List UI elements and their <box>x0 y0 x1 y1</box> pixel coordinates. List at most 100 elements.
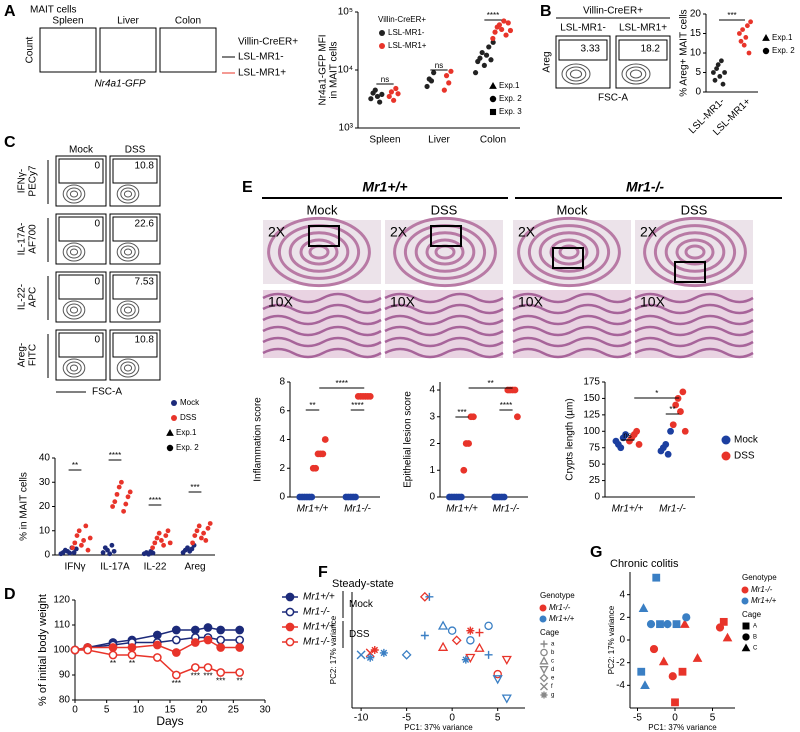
gate-value: 0 <box>94 277 100 288</box>
x-tick-label: -5 <box>402 713 411 724</box>
magnification: 2X <box>268 224 286 240</box>
legend-label: Exp. 2 <box>176 443 199 452</box>
flow-contour <box>123 248 133 256</box>
flow-contour <box>123 364 133 372</box>
legend-symbol <box>166 444 174 452</box>
x-tick-label: IL-17A <box>100 562 130 573</box>
legend-label: Exp.1 <box>499 81 520 90</box>
annotation: ** <box>237 677 243 686</box>
legend-label: Mock <box>180 398 200 407</box>
flow-contour <box>62 184 86 204</box>
data-point <box>483 52 490 58</box>
chart-title: Steady-state <box>332 578 394 590</box>
flow-gate <box>58 158 104 184</box>
legend-label: Mr1+/+ <box>303 592 335 603</box>
tissue-fold <box>384 314 504 326</box>
legend-symbol <box>742 633 750 641</box>
x-tick-label: Mr1+/+ <box>297 504 329 515</box>
significance-label: **** <box>109 451 121 460</box>
data-point <box>419 591 430 602</box>
data-point <box>190 540 196 546</box>
data-point <box>743 35 749 40</box>
panel-label: E <box>242 179 253 196</box>
x-tick-label: Spleen <box>369 135 400 146</box>
legend-symbol <box>285 622 295 632</box>
legend-symbol <box>379 30 385 36</box>
data-point <box>127 489 133 495</box>
legend-symbol <box>540 691 548 699</box>
flow-gate <box>112 332 158 358</box>
significance-label: *** <box>727 11 736 20</box>
data-point <box>171 670 181 680</box>
legend-label: LSL-MR1+ <box>388 41 427 50</box>
data-point <box>163 533 169 538</box>
data-point <box>505 20 511 26</box>
data-point <box>216 635 226 645</box>
data-point <box>662 441 670 448</box>
data-point <box>73 546 79 552</box>
data-point <box>203 538 209 543</box>
data-point <box>458 493 465 501</box>
flow-contour <box>120 187 136 201</box>
column-label: LSL-MR1+ <box>619 23 667 34</box>
flow-frame <box>109 155 161 207</box>
legend-symbol <box>285 592 295 602</box>
significance-label: ** <box>669 405 675 414</box>
x-tick-label: 25 <box>228 705 240 716</box>
data-point <box>717 74 723 79</box>
data-point <box>672 620 681 629</box>
legend-label: d <box>551 667 554 673</box>
x-axis-label: PC1: 37% variance <box>404 723 473 732</box>
flow-frame <box>55 155 107 207</box>
legend-label: LSL-MR1+ <box>238 68 286 79</box>
data-point <box>720 81 726 87</box>
flow-contour <box>120 245 136 259</box>
tissue-spiral <box>643 216 747 288</box>
flow-contour <box>569 69 583 79</box>
gate-value: 3.33 <box>581 44 601 55</box>
group-label: DSS <box>349 629 370 640</box>
data-point <box>235 635 245 645</box>
y-tick-label: 0 <box>429 492 435 503</box>
y-tick-label: 4 <box>279 434 285 445</box>
flow-contour <box>62 242 86 262</box>
data-point <box>312 464 320 472</box>
data-point <box>667 427 674 435</box>
series-line <box>75 649 240 676</box>
data-point <box>748 19 753 25</box>
legend-label: Mr1+/+ <box>549 614 575 623</box>
panel-label: B <box>540 3 552 20</box>
flow-contour <box>120 303 136 317</box>
series-line <box>74 639 240 654</box>
data-point <box>711 70 716 75</box>
y-tick-label: 2 <box>279 463 285 474</box>
data-point <box>633 427 641 435</box>
legend-symbol <box>539 656 549 665</box>
legend-label: C <box>753 646 758 652</box>
data-point <box>428 78 435 84</box>
data-point <box>203 663 213 672</box>
data-point <box>216 643 226 652</box>
flow-frame <box>109 213 161 265</box>
legend-symbol <box>741 643 751 652</box>
data-point <box>152 630 162 640</box>
data-point <box>154 535 160 541</box>
data-point <box>692 653 703 662</box>
y-tick-label: 10⁴ <box>338 65 353 76</box>
data-point <box>235 625 245 635</box>
histology-image <box>262 290 382 359</box>
y-tick-label: 0 <box>594 492 600 503</box>
tissue-fold <box>262 303 382 315</box>
x-tick-label: 0 <box>72 705 78 716</box>
data-point <box>121 508 126 514</box>
data-point <box>677 408 684 415</box>
x-tick-label: Liver <box>428 135 450 146</box>
annotation: ** <box>110 659 116 668</box>
data-point <box>192 533 198 538</box>
histology-image <box>635 216 753 288</box>
data-point <box>81 538 86 543</box>
legend-symbol <box>540 648 548 657</box>
tissue-fold <box>384 325 504 337</box>
x-tick-label: 5 <box>710 713 716 724</box>
legend-symbol <box>762 33 770 41</box>
